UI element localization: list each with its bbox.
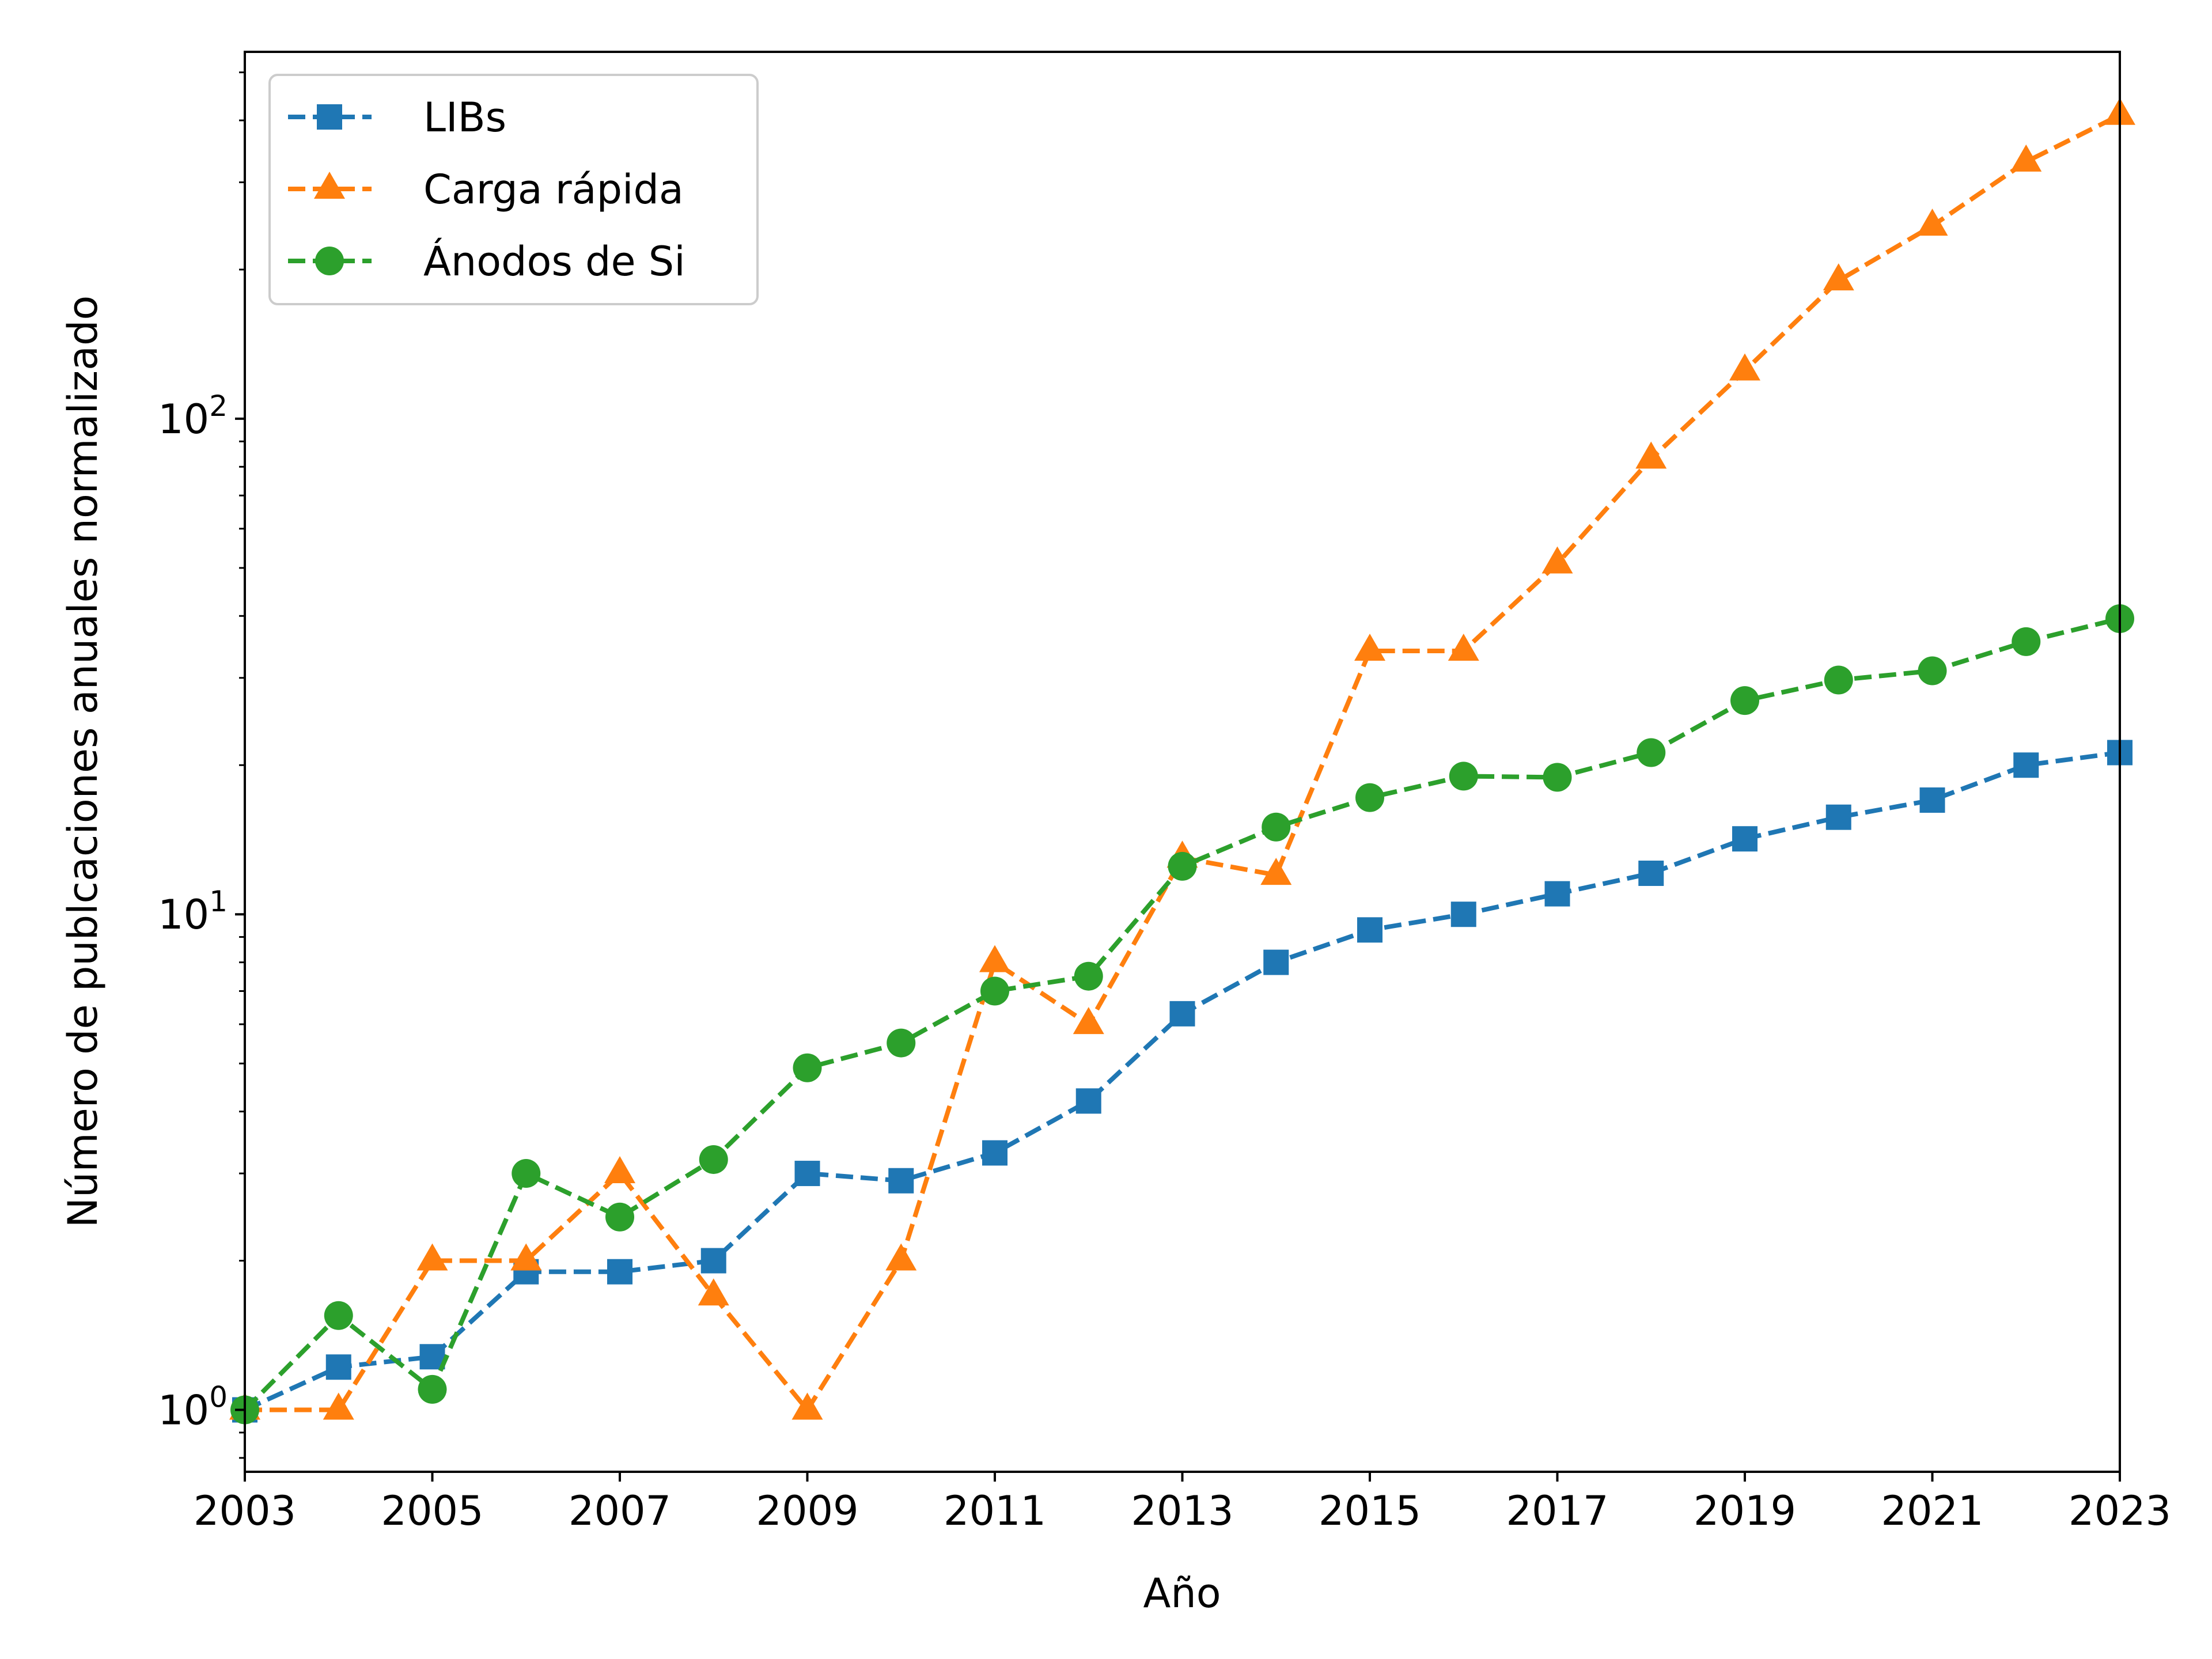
data-point xyxy=(510,1243,542,1271)
data-point xyxy=(1169,1001,1195,1027)
x-tick-label: 2023 xyxy=(2069,1487,2171,1535)
data-point xyxy=(887,1028,916,1058)
data-point xyxy=(512,1159,541,1188)
data-point xyxy=(1730,686,1759,715)
legend: LIBs Carga rápida Ánodos de Si xyxy=(268,74,759,305)
data-point xyxy=(325,1354,351,1380)
y-tick-label: 100 xyxy=(158,1381,228,1434)
data-point xyxy=(605,1202,634,1232)
data-point xyxy=(1357,917,1382,943)
data-point xyxy=(324,1301,353,1330)
x-tick-label: 2017 xyxy=(1506,1487,1608,1535)
x-axis: 2003 2005 2007 2009 2011 2013 2015 2017 2019 2021… xyxy=(194,1472,2171,1535)
data-point xyxy=(1450,902,1476,927)
legend-marker xyxy=(314,172,345,199)
data-point xyxy=(1448,633,1479,661)
data-point xyxy=(1262,812,1291,842)
data-point xyxy=(1544,881,1570,907)
x-tick-label: 2005 xyxy=(381,1487,483,1535)
x-tick-label: 2003 xyxy=(194,1487,296,1535)
data-point xyxy=(888,1168,914,1194)
y-tick-label: 101 xyxy=(158,885,228,938)
data-point xyxy=(1919,787,1945,813)
data-point xyxy=(2012,627,2041,656)
legend-marker xyxy=(315,247,344,275)
data-point xyxy=(700,1248,726,1274)
legend-label: Ánodos de Si xyxy=(423,238,685,285)
data-point xyxy=(1355,783,1384,812)
data-point xyxy=(793,1053,822,1082)
data-point xyxy=(1449,762,1478,791)
data-point xyxy=(1732,826,1758,852)
data-point xyxy=(1263,949,1289,975)
data-point xyxy=(1824,665,1853,695)
data-point xyxy=(2010,144,2042,172)
x-tick-label: 2009 xyxy=(756,1487,858,1535)
data-point xyxy=(1825,804,1851,830)
data-point xyxy=(699,1145,728,1174)
data-point xyxy=(2013,752,2039,778)
data-point xyxy=(1074,961,1103,991)
data-point xyxy=(1354,633,1385,661)
data-point xyxy=(1073,1007,1104,1035)
x-axis-label: Año xyxy=(1143,1570,1221,1617)
data-point xyxy=(1916,209,1948,236)
data-point xyxy=(791,1392,823,1420)
x-tick-label: 2019 xyxy=(1694,1487,1796,1535)
data-point xyxy=(1637,738,1666,767)
data-point xyxy=(698,1278,729,1306)
legend-label: LIBs xyxy=(423,94,506,141)
x-tick-label: 2011 xyxy=(944,1487,1046,1535)
legend-box xyxy=(268,74,759,305)
x-tick-label: 2007 xyxy=(569,1487,671,1535)
data-point xyxy=(794,1161,820,1187)
data-point xyxy=(418,1374,447,1404)
data-point xyxy=(607,1259,632,1285)
legend-marker xyxy=(317,104,342,130)
data-point xyxy=(1168,851,1197,881)
x-tick-label: 2021 xyxy=(1881,1487,1983,1535)
y-axis-label: Número de publcaciones anuales normaliza… xyxy=(59,296,107,1228)
data-point xyxy=(979,945,1010,972)
data-point xyxy=(1918,656,1947,685)
data-point xyxy=(1541,546,1573,574)
data-point xyxy=(1638,861,1664,887)
data-point xyxy=(980,976,1009,1006)
y-axis: 100 101 102 xyxy=(158,71,245,1459)
data-point xyxy=(1635,441,1667,469)
data-point xyxy=(1729,353,1760,381)
x-tick-label: 2013 xyxy=(1131,1487,1233,1535)
data-point xyxy=(885,1243,917,1271)
series-layer xyxy=(229,97,2135,1425)
data-point xyxy=(1543,763,1572,792)
data-point xyxy=(1260,858,1292,885)
data-point xyxy=(982,1140,1007,1166)
x-tick-label: 2015 xyxy=(1319,1487,1421,1535)
data-point xyxy=(1075,1088,1101,1114)
data-point xyxy=(416,1243,448,1271)
y-tick-label: 102 xyxy=(158,389,228,443)
data-point xyxy=(1823,263,1854,291)
data-point xyxy=(323,1392,354,1420)
legend-label: Carga rápida xyxy=(423,166,684,213)
data-point xyxy=(604,1156,635,1184)
